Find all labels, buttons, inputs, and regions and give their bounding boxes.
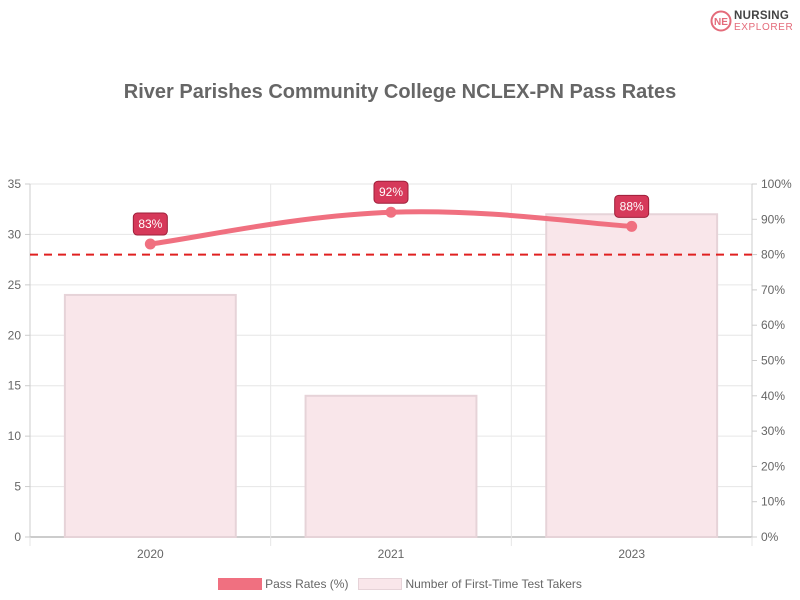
pass-rate-point-2023	[626, 220, 638, 232]
data-label-text: 88%	[620, 199, 644, 213]
right-tick-label: 10%	[761, 495, 785, 509]
right-tick-label: 40%	[761, 389, 785, 403]
right-tick-label: 50%	[761, 354, 785, 368]
nursing-explorer-logo[interactable]: NE NURSING EXPLORER	[710, 9, 794, 35]
right-tick-label: 60%	[761, 318, 785, 332]
x-tick-label: 2021	[378, 547, 405, 561]
legend-label-pass-rates: Pass Rates (%)	[265, 577, 349, 591]
legend-swatch-bar	[358, 578, 403, 590]
right-tick-label: 30%	[761, 424, 785, 438]
left-tick-label: 0	[14, 530, 21, 544]
pass-rate-point-2020	[144, 238, 156, 250]
bar-2020	[63, 293, 237, 539]
legend-item-pass-rates[interactable]: Pass Rates (%)	[218, 577, 348, 591]
data-label-2023: 88%	[614, 194, 650, 218]
left-tick-label: 10	[8, 429, 22, 443]
data-label-text: 92%	[379, 185, 403, 199]
data-label-box	[373, 180, 409, 204]
logo-line1: NURSING	[734, 10, 790, 22]
right-tick-label: 70%	[761, 283, 785, 297]
data-label-box	[132, 212, 168, 236]
logo-line2: EXPLORER	[734, 22, 794, 33]
pass-rate-point-2021	[385, 206, 397, 218]
bar-2023	[545, 213, 719, 538]
axis-layer: 0 5 10 15 20 25 30 35 0% 10% 20% 30% 40% 50% 60% 70% 80%…	[8, 177, 792, 561]
x-tick-label: 2020	[137, 547, 164, 561]
left-tick-label: 5	[14, 480, 21, 494]
data-label-2020: 83%	[132, 212, 168, 236]
data-label-2021: 92%	[373, 180, 409, 204]
legend-swatch-line	[218, 578, 263, 590]
right-tick-label: 20%	[761, 459, 785, 473]
left-tick-label: 20	[8, 328, 22, 342]
chart-title: River Parishes Community College NCLEX-P…	[123, 81, 677, 103]
logo-letter: NE	[714, 17, 728, 28]
bar-layer	[63, 213, 719, 539]
data-label-layer: 83% 92% 88%	[132, 180, 650, 236]
right-tick-label: 100%	[761, 177, 792, 191]
right-tick-label: 80%	[761, 248, 785, 262]
left-tick-label: 25	[8, 278, 22, 292]
x-tick-label: 2023	[618, 547, 645, 561]
right-tick-label: 90%	[761, 212, 785, 226]
legend: Pass Rates (%) Number of First-Time Test…	[0, 575, 800, 593]
legend-item-test-takers[interactable]: Number of First-Time Test Takers	[358, 577, 582, 591]
data-label-text: 83%	[138, 217, 162, 231]
right-tick-label: 0%	[761, 530, 779, 544]
left-tick-label: 30	[8, 227, 22, 241]
chart-plot: 0 5 10 15 20 25 30 35 0% 10% 20% 30% 40% 50% 60% 70% 80%…	[8, 177, 792, 561]
bar-2021	[304, 394, 478, 538]
left-tick-label: 15	[8, 379, 22, 393]
logo-mark-icon: NE	[710, 10, 732, 32]
line-layer	[144, 206, 638, 250]
legend-label-test-takers: Number of First-Time Test Takers	[405, 577, 582, 591]
left-tick-label: 35	[8, 177, 22, 191]
data-label-box	[614, 194, 650, 218]
